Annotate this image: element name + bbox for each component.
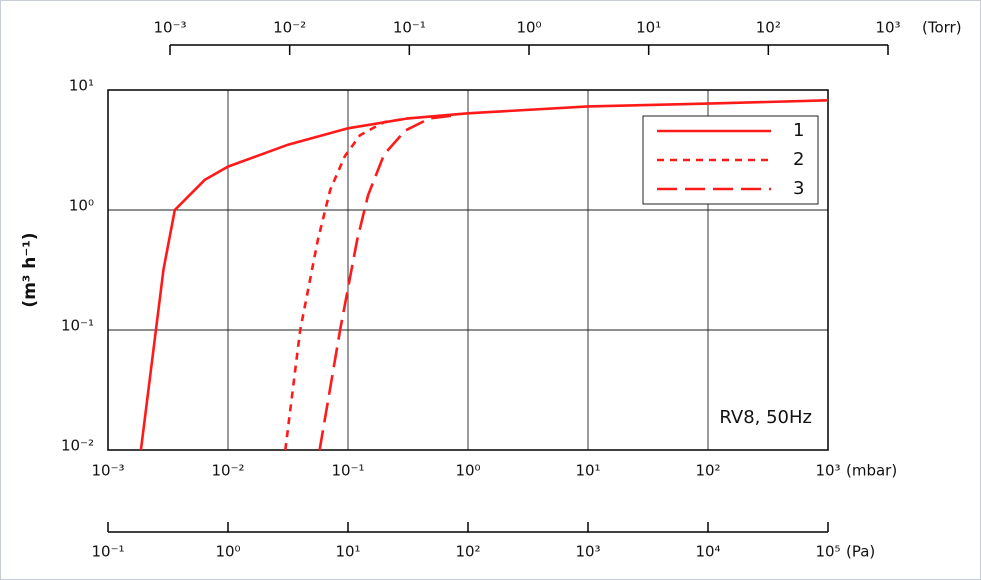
torr-tick-label: 10⁰ xyxy=(516,19,541,37)
pa-tick-label: 10³ xyxy=(575,543,600,561)
x-tick-label: 10⁻¹ xyxy=(331,462,364,480)
pa-tick-label: 10⁵ xyxy=(815,543,840,561)
torr-tick-label: 10³ xyxy=(875,19,900,37)
y-tick-label: 10¹ xyxy=(69,77,94,95)
pa-unit: (Pa) xyxy=(846,543,875,561)
annotation: RV8, 50Hz xyxy=(719,407,812,428)
pa-tick-label: 10⁰ xyxy=(215,543,240,561)
torr-unit: (Torr) xyxy=(922,19,962,37)
legend-label: 3 xyxy=(793,178,804,199)
x-tick-label: 10⁻² xyxy=(211,462,244,480)
legend-label: 2 xyxy=(793,149,804,170)
line-series xyxy=(318,114,452,451)
pa-tick-label: 10² xyxy=(455,543,480,561)
legend-label: 1 xyxy=(793,120,804,141)
y-axis-label: (m³ h⁻¹) xyxy=(20,232,40,307)
line-series xyxy=(284,117,409,451)
torr-tick-label: 10² xyxy=(756,19,781,37)
torr-tick-label: 10⁻¹ xyxy=(393,19,426,37)
pa-tick-label: 10⁻¹ xyxy=(91,543,124,561)
torr-tick-label: 10⁻³ xyxy=(153,19,186,37)
x-tick-label: 10² xyxy=(695,462,720,480)
y-tick-label: 10⁻¹ xyxy=(61,317,94,335)
x-tick-label: 10¹ xyxy=(575,462,600,480)
x-unit: (mbar) xyxy=(846,462,897,480)
legend-box xyxy=(642,115,819,205)
y-tick-label: 10⁻² xyxy=(61,437,94,455)
pa-tick-label: 10¹ xyxy=(335,543,360,561)
x-tick-label: 10⁰ xyxy=(455,462,480,480)
y-tick-label: 10⁰ xyxy=(69,197,94,215)
line-series xyxy=(139,99,829,451)
pa-tick-label: 10⁴ xyxy=(695,543,720,561)
plot-border xyxy=(107,89,829,451)
x-tick-label: 10³ xyxy=(815,462,840,480)
x-tick-label: 10⁻³ xyxy=(91,462,124,480)
torr-tick-label: 10¹ xyxy=(636,19,661,37)
torr-tick-label: 10⁻² xyxy=(273,19,306,37)
